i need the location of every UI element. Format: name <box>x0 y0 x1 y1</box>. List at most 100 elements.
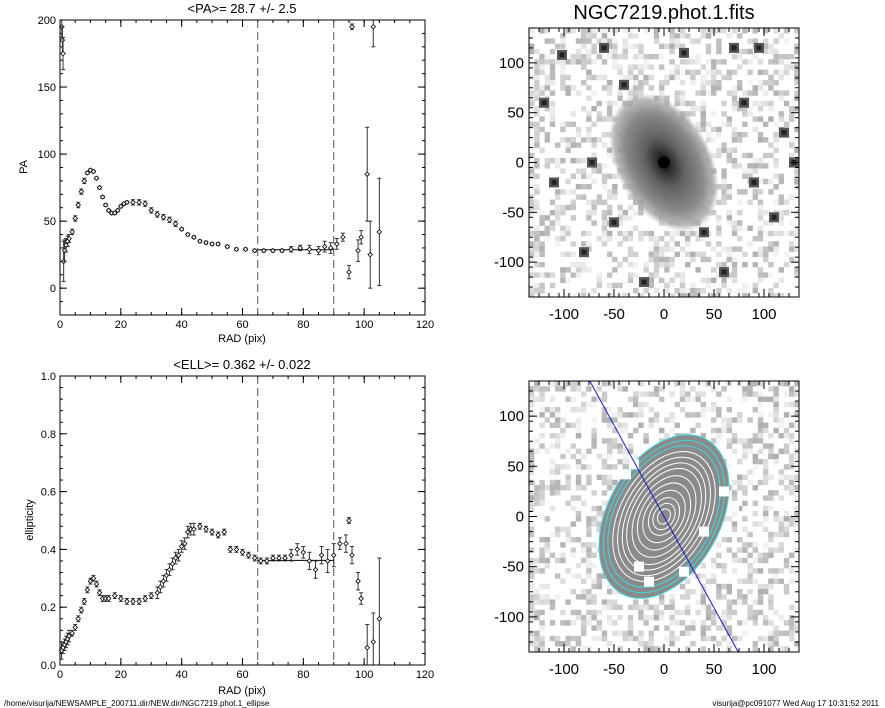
noise-pixel <box>752 464 758 470</box>
noise-pixel <box>591 381 597 387</box>
noise-pixel <box>763 69 769 75</box>
noise-pixel <box>721 173 727 179</box>
noise-pixel <box>565 74 571 81</box>
noise-pixel <box>591 563 597 569</box>
noise-pixel <box>539 54 545 60</box>
noise-pixel <box>586 126 592 133</box>
data-point <box>197 523 203 530</box>
noise-pixel <box>633 80 639 86</box>
noise-pixel <box>763 251 769 257</box>
noise-pixel <box>643 54 649 60</box>
noise-pixel <box>726 74 732 81</box>
noise-pixel <box>789 578 795 584</box>
noise-pixel <box>638 85 644 91</box>
noise-pixel <box>633 225 639 231</box>
noise-pixel <box>768 189 774 195</box>
noise-pixel <box>731 163 738 169</box>
noise-pixel <box>549 38 556 44</box>
data-point <box>175 552 182 558</box>
noise-pixel <box>586 85 592 91</box>
noise-pixel <box>633 453 639 460</box>
noise-pixel <box>705 407 712 413</box>
noise-pixel <box>773 184 779 190</box>
noise-pixel <box>529 557 535 564</box>
noise-pixel <box>596 163 602 169</box>
noise-pixel <box>633 412 639 418</box>
x-tick-label: -50 <box>603 661 625 678</box>
noise-pixel <box>638 412 644 418</box>
noise-pixel <box>575 641 582 647</box>
noise-pixel <box>789 152 795 159</box>
noise-pixel <box>747 173 753 179</box>
noise-pixel <box>565 28 571 34</box>
noise-pixel <box>752 85 758 91</box>
y-tick-label: 100 <box>38 149 56 161</box>
noise-pixel <box>757 59 764 65</box>
noise-pixel <box>612 438 618 444</box>
noise-pixel <box>721 147 727 153</box>
noise-pixel <box>794 381 799 387</box>
data-point <box>59 37 66 43</box>
noise-pixel <box>570 609 576 616</box>
noise-pixel <box>534 272 540 278</box>
noise-pixel <box>742 620 748 626</box>
data-point <box>224 243 231 250</box>
noise-pixel <box>700 401 706 408</box>
star-core <box>611 219 617 225</box>
noise-pixel <box>529 526 535 532</box>
noise-pixel <box>716 272 722 278</box>
noise-pixel <box>581 620 587 626</box>
noise-pixel <box>752 126 758 133</box>
noise-pixel <box>549 116 556 122</box>
noise-pixel <box>768 116 774 122</box>
noise-pixel <box>534 74 540 81</box>
noise-pixel <box>773 293 779 297</box>
noise-pixel <box>763 422 769 428</box>
noise-pixel <box>539 609 545 616</box>
noise-pixel <box>690 620 696 626</box>
noise-pixel <box>622 464 628 470</box>
noise-pixel <box>607 230 613 237</box>
noise-pixel <box>622 459 628 465</box>
noise-pixel <box>742 106 748 112</box>
noise-pixel <box>627 604 634 610</box>
noise-pixel <box>742 630 748 636</box>
data-point <box>270 555 276 561</box>
noise-pixel <box>633 251 639 257</box>
data-point <box>370 639 377 645</box>
data-point <box>105 595 112 602</box>
noise-pixel <box>705 277 712 283</box>
noise-pixel <box>617 204 623 211</box>
noise-pixel <box>773 69 779 75</box>
noise-pixel <box>575 495 582 501</box>
noise-pixel <box>638 630 644 636</box>
noise-pixel <box>638 635 644 642</box>
noise-pixel <box>789 453 795 460</box>
noise-pixel <box>742 453 748 460</box>
noise-pixel <box>560 267 566 273</box>
noise-pixel <box>783 69 790 75</box>
noise-pixel <box>752 28 758 34</box>
noise-pixel <box>690 111 696 117</box>
x-tick-label: 0 <box>57 319 63 331</box>
noise-pixel <box>627 615 634 621</box>
noise-pixel <box>612 464 618 470</box>
noise-pixel <box>700 251 706 257</box>
noise-pixel <box>549 48 556 55</box>
noise-pixel <box>586 568 592 574</box>
noise-pixel <box>601 142 608 148</box>
noise-pixel <box>711 126 717 133</box>
noise-pixel <box>539 568 545 574</box>
noise-pixel <box>560 64 566 70</box>
noise-pixel <box>768 630 774 636</box>
noise-pixel <box>763 641 769 647</box>
noise-pixel <box>664 74 670 81</box>
noise-pixel <box>560 433 566 439</box>
noise-pixel <box>685 630 691 636</box>
noise-pixel <box>596 505 602 512</box>
noise-pixel <box>700 563 706 569</box>
noise-pixel <box>768 396 774 402</box>
noise-pixel <box>529 256 535 263</box>
